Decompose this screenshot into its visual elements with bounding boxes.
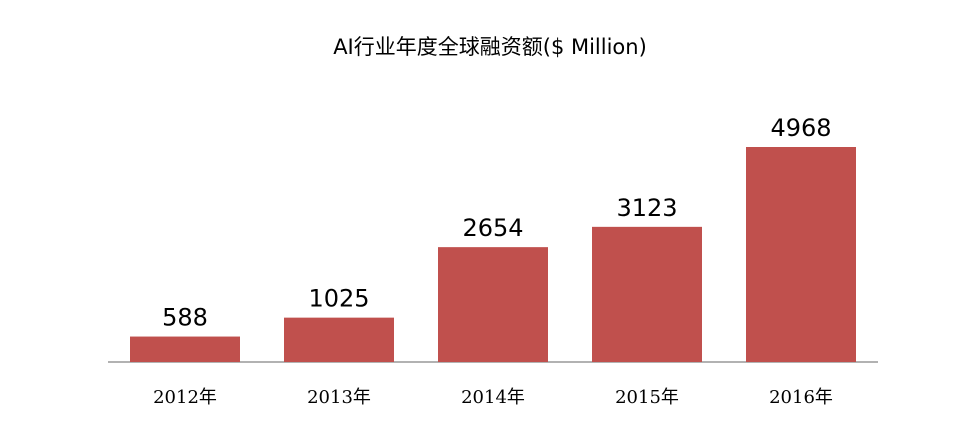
x-tick-label: 2013年 <box>307 387 371 408</box>
x-tick-label: 2012年 <box>153 387 217 408</box>
x-tick-label: 2015年 <box>615 387 679 408</box>
bar <box>284 317 394 362</box>
chart-title: AI行业年度全球融资额($ Million) <box>333 35 647 59</box>
value-label: 588 <box>162 304 208 332</box>
value-label: 2654 <box>462 214 523 242</box>
value-label: 1025 <box>308 285 369 313</box>
bar <box>438 247 548 362</box>
value-label: 3123 <box>616 194 677 222</box>
bar <box>746 147 856 362</box>
x-tick-label: 2016年 <box>769 387 833 408</box>
bar <box>130 336 240 362</box>
x-tick-label: 2014年 <box>461 387 525 408</box>
value-label: 4968 <box>770 114 831 142</box>
bar <box>592 226 702 362</box>
